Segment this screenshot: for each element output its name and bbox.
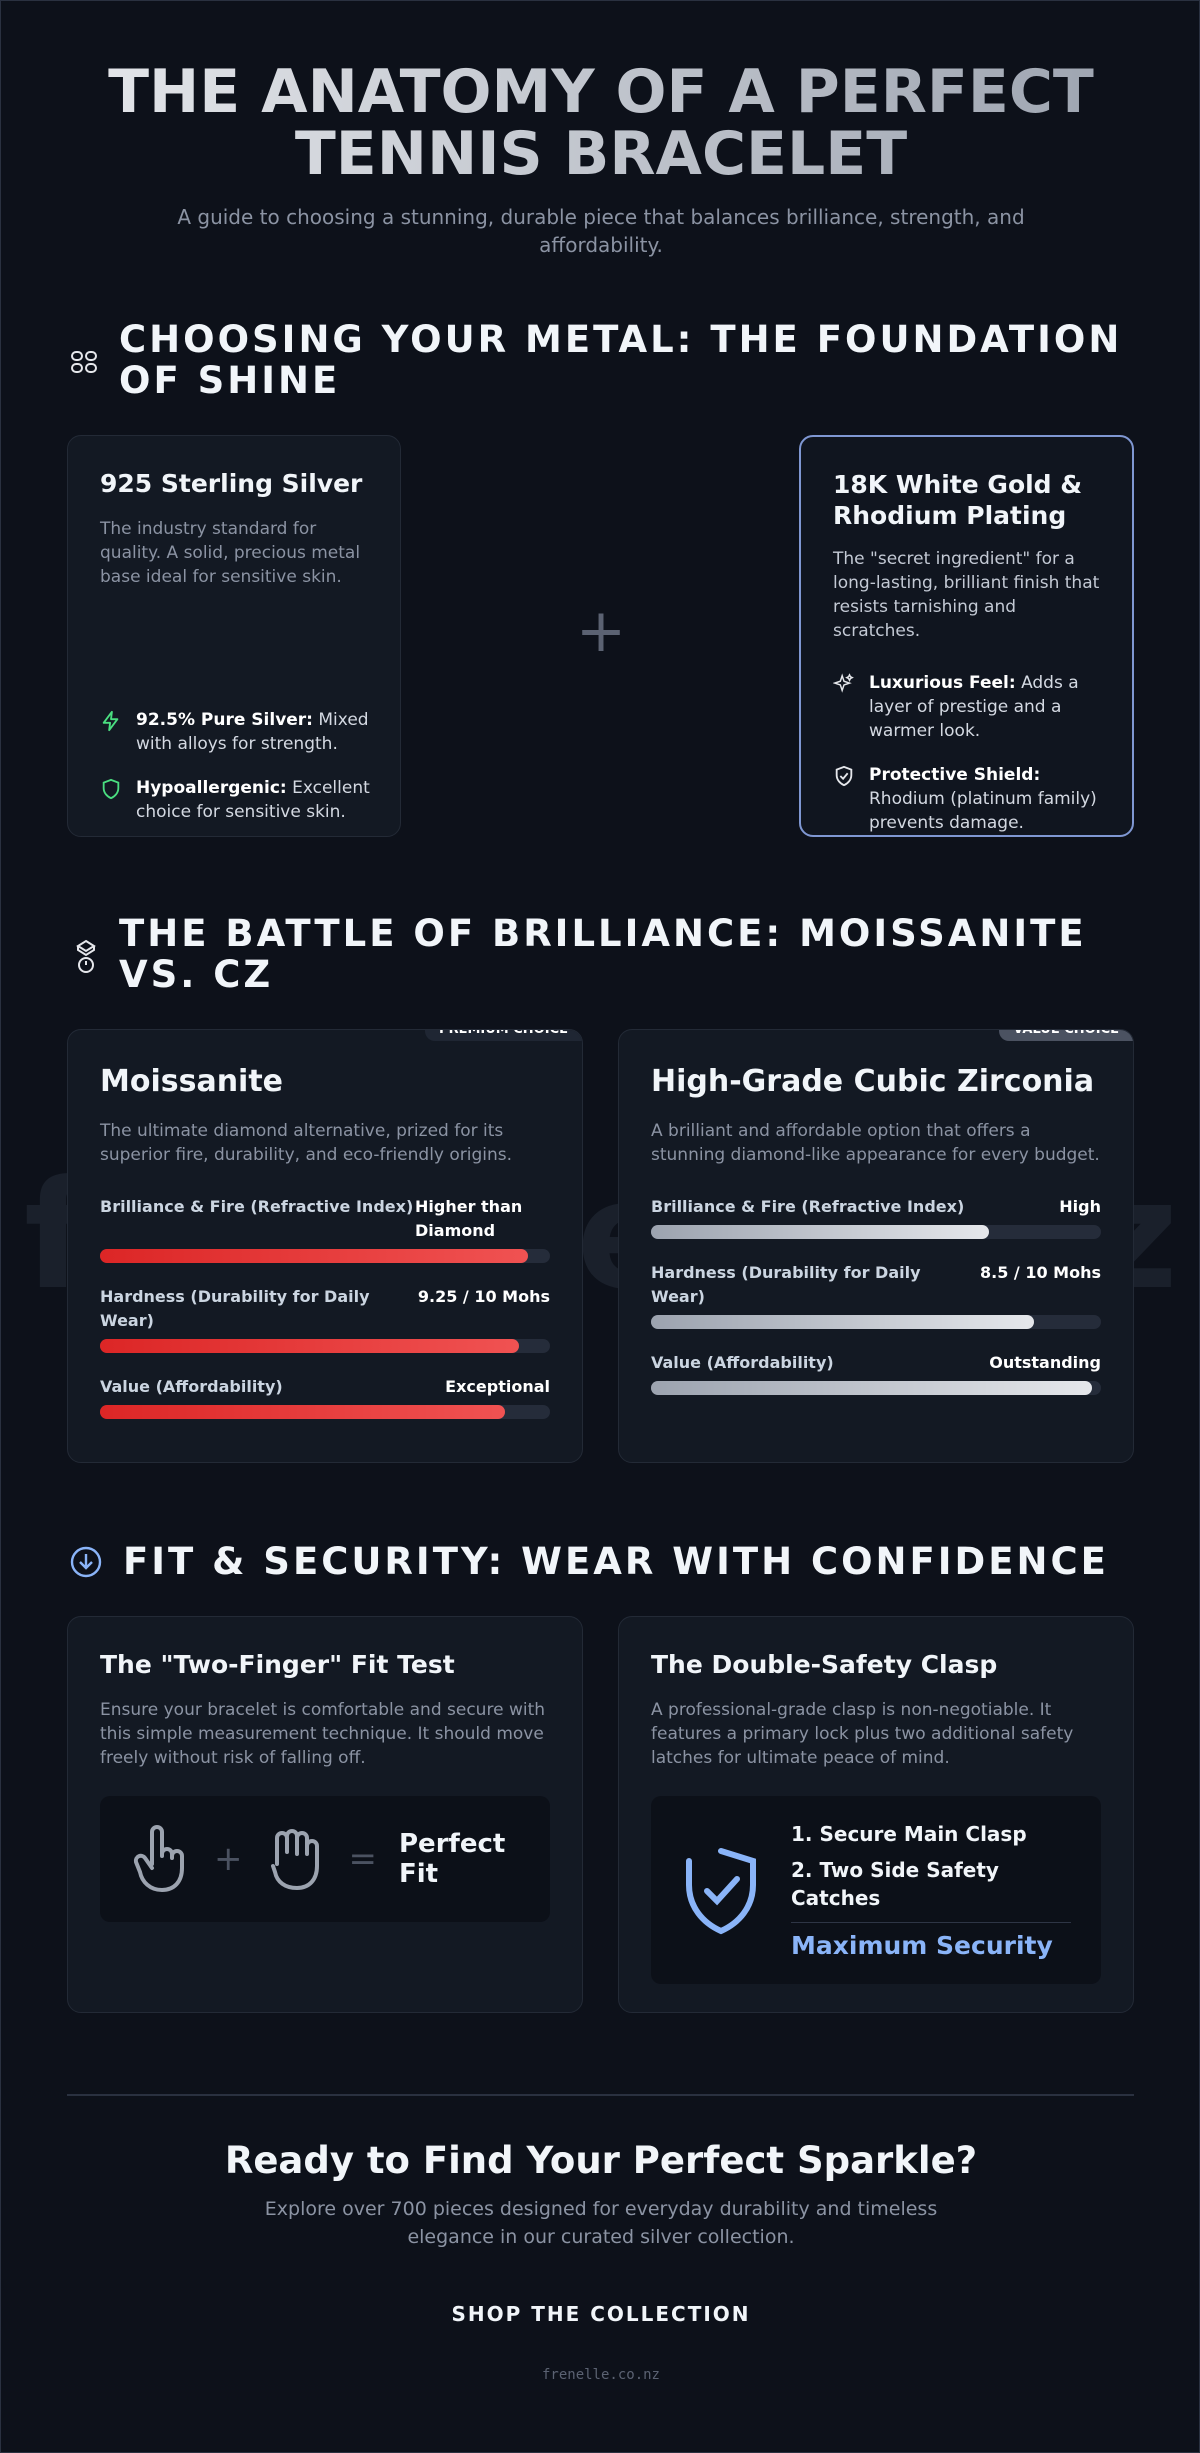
footer: frenelle.co.nz [541, 2367, 660, 2383]
clasp-item: 2. Two Side Safety Catches [791, 1858, 999, 1910]
feature-label: 92.5% Pure Silver: [136, 710, 313, 730]
card-description: A brilliant and affordable option that o… [651, 1121, 1100, 1165]
badge: VALUE CHOICE [999, 1030, 1133, 1041]
metric-row: Hardness (Durability for Daily Wear) 8.5 … [651, 1261, 1101, 1309]
card-description: Ensure your bracelet is comfortable and … [100, 1700, 546, 1768]
fit-result: Perfect Fit [399, 1829, 506, 1889]
metric-label: Hardness (Durability for Daily Wear) [100, 1287, 370, 1330]
feature-label: Hypoallergenic: [136, 778, 287, 798]
metric-label: Value (Affordability) [651, 1353, 834, 1372]
clasp-diagram: 1. Secure Main Clasp 2. Two Side Safety … [651, 1796, 1101, 1984]
joiner: + [575, 596, 627, 666]
card-description: The "secret ingredient" for a long-lasti… [833, 549, 1100, 641]
card-description: A professional-grade clasp is non-negoti… [651, 1700, 1074, 1768]
metal-card: 18K White Gold & Rhodium Plating The "se… [799, 435, 1134, 837]
feature-text: Excellent choice for sensitive skin. [136, 778, 370, 822]
metric-label: Value (Affordability) [100, 1377, 283, 1396]
metric-row: Brilliance & Fire (Refractive Index) High… [100, 1195, 550, 1243]
metric-row: Hardness (Durability for Daily Wear) 9.25… [100, 1285, 550, 1333]
clasp-item: 1. Secure Main Clasp [791, 1822, 1027, 1846]
metric-row: Value (Affordability) Exceptional [100, 1375, 550, 1399]
metric: Value (Affordability) Outstanding [651, 1351, 1101, 1395]
metric-value: Outstanding [989, 1353, 1101, 1372]
bolt-icon [102, 710, 119, 732]
card-title: Moissanite [100, 1064, 284, 1099]
divider [67, 2094, 1134, 2096]
section-title: CHOOSING YOUR METAL: THE FOUNDATION OF S… [119, 318, 1123, 402]
metric-track [651, 1315, 1101, 1329]
metric: Hardness (Durability for Daily Wear) 8.5 … [651, 1261, 1101, 1329]
fit-card: The "Two-Finger" Fit Test Ensure your br… [67, 1616, 583, 2013]
metric-track [651, 1381, 1101, 1395]
metric-value: High [1059, 1197, 1101, 1216]
metric-row: Brilliance & Fire (Refractive Index) High [651, 1195, 1101, 1219]
feature: Luxurious Feel: Adds a layer of prestige… [833, 671, 1100, 743]
metric-track [100, 1339, 550, 1353]
section-icon [70, 1546, 102, 1578]
metric-value: Higher than Diamond [415, 1197, 523, 1240]
shield-icon [102, 778, 120, 800]
metric: Hardness (Durability for Daily Wear) 9.25… [100, 1285, 550, 1353]
metric-track [100, 1249, 550, 1263]
metric-fill [100, 1249, 528, 1263]
badge: PREMIUM CHOICE [425, 1030, 582, 1041]
metric: Brilliance & Fire (Refractive Index) High… [100, 1195, 550, 1263]
metric-track [651, 1225, 1101, 1239]
feature-text: Rhodium (platinum family) prevents damag… [869, 789, 1097, 833]
cta-title: Ready to Find Your Perfect Sparkle? [224, 2139, 978, 2182]
metric-value: 8.5 / 10 Mohs [980, 1263, 1101, 1282]
card-description: The industry standard for quality. A sol… [100, 519, 361, 587]
shield-icon [835, 765, 853, 787]
card-title: The "Two-Finger" Fit Test [100, 1650, 455, 1679]
feature: 92.5% Pure Silver: Mixed with alloys for… [100, 708, 376, 756]
card-title: 18K White Gold & Rhodium Plating [833, 470, 1083, 530]
section-icon [76, 939, 96, 973]
metric-row: Value (Affordability) Outstanding [651, 1351, 1101, 1375]
feature: Hypoallergenic: Excellent choice for sen… [100, 776, 376, 824]
section-title: FIT & SECURITY: WEAR WITH CONFIDENCE [123, 1540, 1109, 1583]
cta-description: Explore over 700 pieces designed for eve… [264, 2198, 938, 2248]
page-title: THE ANATOMY OF A PERFECT TENNIS BRACELET [61, 61, 1141, 185]
gem-card: VALUE CHOICE High-Grade Cubic Zirconia A… [618, 1029, 1134, 1463]
metric-fill [651, 1225, 989, 1239]
metric-fill [100, 1339, 519, 1353]
card-description: The ultimate diamond alternative, prized… [100, 1121, 513, 1165]
metric: Value (Affordability) Exceptional [100, 1375, 550, 1419]
clasp-card: The Double-Safety Clasp A professional-g… [618, 1616, 1134, 2013]
fit-diagram: + = Perfect Fit [100, 1796, 550, 1922]
card-title: The Double-Safety Clasp [651, 1650, 998, 1679]
gem-card: PREMIUM CHOICE Moissanite The ultimate d… [67, 1029, 583, 1463]
feature-text: Mixed with alloys for strength. [136, 710, 369, 754]
page-subtitle: A guide to choosing a stunning, durable … [177, 205, 1025, 257]
metric-track [100, 1405, 550, 1419]
card-title: 925 Sterling Silver [100, 469, 363, 498]
metric-value: Exceptional [445, 1377, 550, 1396]
hand-icon [133, 1825, 184, 1893]
metric-value: 9.25 / 10 Mohs [417, 1287, 550, 1306]
metric-fill [651, 1381, 1092, 1395]
hand-icon [270, 1829, 319, 1891]
plus-sign: + [214, 1839, 243, 1879]
clasp-result: Maximum Security [791, 1922, 1071, 1960]
shield-check-icon [686, 1848, 756, 1935]
feature-label: Protective Shield: [869, 765, 1041, 785]
metric-label: Brilliance & Fire (Refractive Index) [100, 1197, 414, 1216]
sparkle-icon [833, 673, 854, 693]
equals-sign: = [348, 1839, 378, 1879]
metric: Brilliance & Fire (Refractive Index) High [651, 1195, 1101, 1239]
card-title: High-Grade Cubic Zirconia [651, 1064, 1095, 1099]
metric-fill [100, 1405, 505, 1419]
feature-text: Adds a layer of prestige and a warmer lo… [869, 673, 1079, 741]
metric-label: Hardness (Durability for Daily Wear) [651, 1263, 921, 1306]
metric-fill [651, 1315, 1034, 1329]
section-title: THE BATTLE OF BRILLIANCE: MOISSANITE VS.… [119, 912, 1087, 996]
cta-button[interactable]: SHOP THE COLLECTION [451, 2302, 751, 2326]
feature: Protective Shield: Rhodium (platinum fam… [833, 763, 1100, 835]
feature-label: Luxurious Feel: [869, 673, 1016, 693]
metal-card: 925 Sterling Silver The industry standar… [67, 435, 401, 837]
section-icon [71, 351, 97, 373]
metric-label: Brilliance & Fire (Refractive Index) [651, 1197, 965, 1216]
